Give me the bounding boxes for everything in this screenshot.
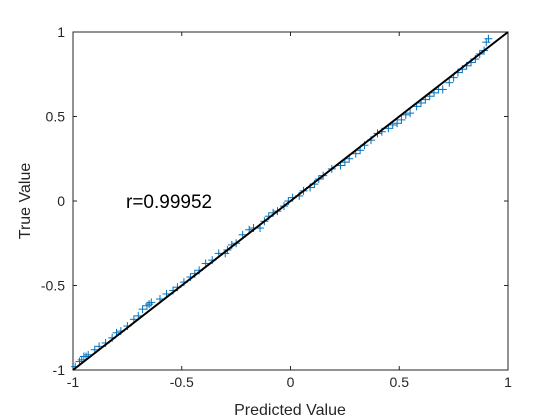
y-axis-label: True Value: [17, 163, 34, 240]
tick-labels: -1 -0.5 0 0.5 1 -1 -0.5 0 0.5 1: [41, 24, 512, 390]
fit-line: [72, 31, 509, 371]
x-tick-label: 0.5: [390, 374, 410, 390]
y-tick-label: -1: [53, 362, 66, 378]
x-tick-label: -0.5: [170, 374, 194, 390]
r-annotation: r=0.99952: [126, 192, 212, 213]
x-axis-label: Predicted Value: [234, 402, 346, 419]
x-tick-label: -1: [67, 374, 80, 390]
y-tick-label: 0.5: [46, 109, 66, 125]
data-point: [438, 85, 447, 94]
y-tick-label: 1: [57, 24, 65, 40]
data-point: [406, 109, 415, 118]
data-point: [445, 78, 454, 87]
data-point: [397, 115, 406, 124]
data-point: [138, 305, 147, 314]
y-tick-label: 0: [57, 193, 65, 209]
data-point: [393, 119, 402, 128]
y-tick-label: -0.5: [41, 278, 65, 294]
x-tick-label: 1: [504, 374, 512, 390]
x-tick-label: 0: [287, 374, 295, 390]
data-point: [147, 298, 156, 307]
data-point: [484, 34, 493, 43]
